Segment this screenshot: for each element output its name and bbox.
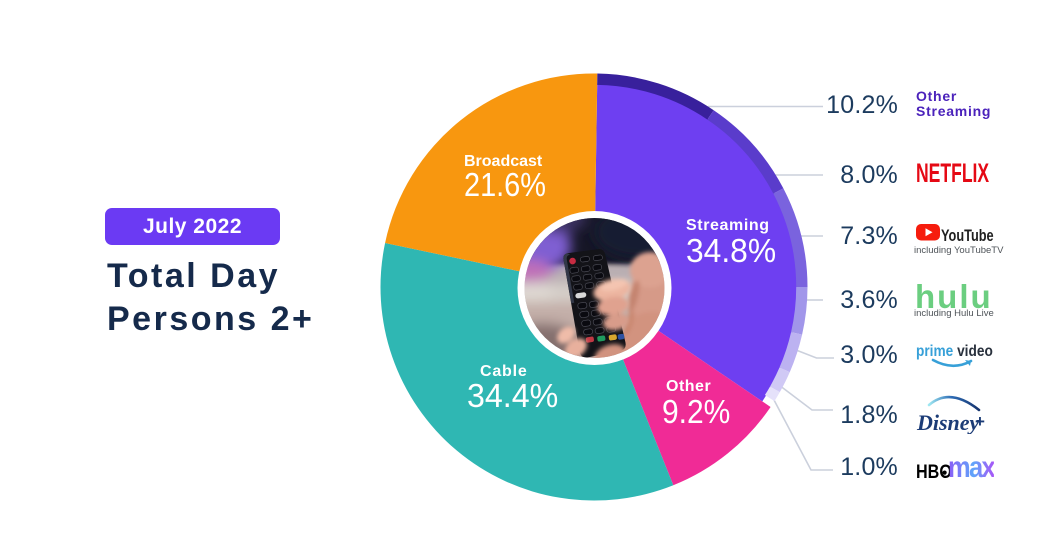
- svg-text:+: +: [975, 412, 985, 431]
- svg-text:Disney: Disney: [916, 410, 980, 434]
